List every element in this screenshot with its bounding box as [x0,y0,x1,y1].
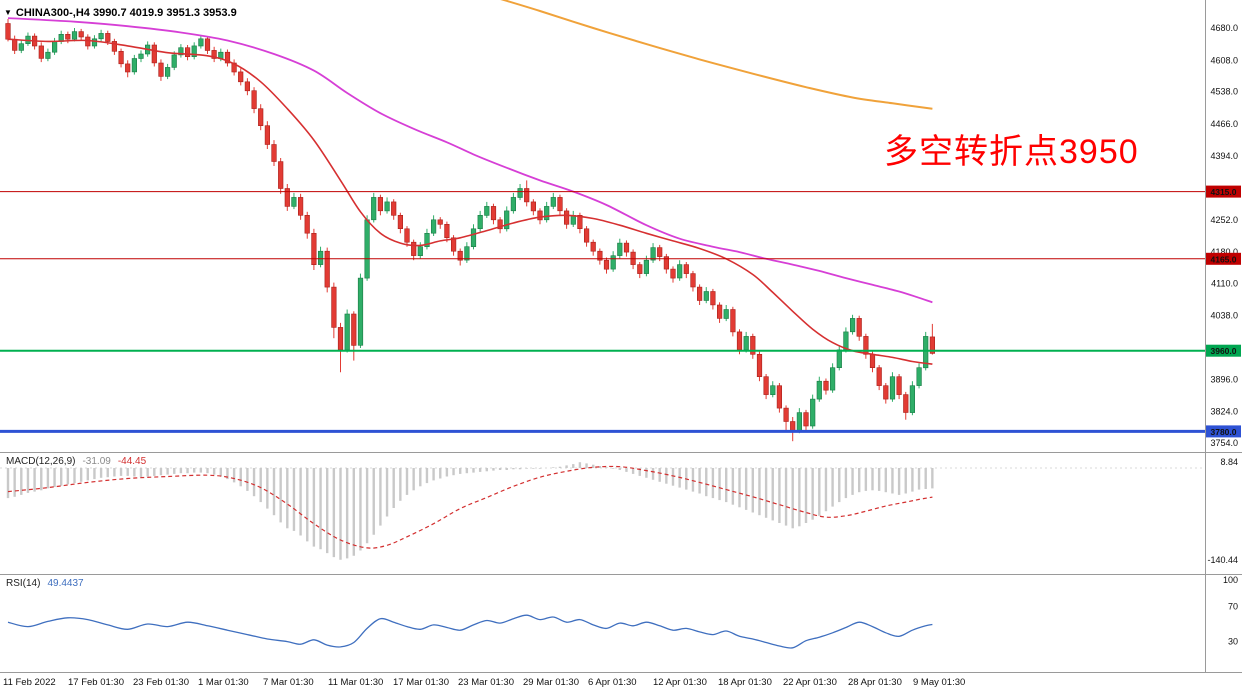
price-badge [1206,425,1241,438]
x-axis-label: 7 Mar 01:30 [263,677,314,688]
ma-slow-magenta-line [7,17,933,304]
symbol-ohlc-label: ▼ CHINA300-,H4 3990.7 4019.9 3951.3 3953.… [4,7,237,19]
x-axis-label: 9 May 01:30 [913,677,965,688]
moving-averages-layer [7,0,933,365]
y-axis-tick: 3754.0 [1210,438,1238,448]
price-axis[interactable]: 4680.0 4608.0 4538.0 4466.0 4394.0 4252.0 4180… [1206,23,1241,448]
rsi-value: 49.4437 [47,578,84,589]
macd-scale-min: -140.44 [1207,555,1238,565]
x-axis-label: 1 Mar 01:30 [198,677,249,688]
x-axis-label: 6 Apr 01:30 [588,677,637,688]
ma-fast-red-line [7,38,933,365]
y-axis-tick: 4180.0 [1210,247,1238,257]
x-axis-label: 11 Mar 01:30 [328,677,383,688]
y-axis-tick: 3824.0 [1210,407,1238,417]
ma-long-orange-line [500,0,933,110]
x-axis-label: 17 Mar 01:30 [393,677,449,688]
time-axis[interactable]: 11 Feb 2022 17 Feb 01:30 23 Feb 01:30 1 Mar… [3,677,965,688]
macd-scale-max: 8.84 [1220,457,1238,467]
ohlc-values: 3990.7 4019.9 3951.3 3953.9 [92,7,237,19]
price-badge-label: 4165.0 [1211,254,1237,264]
x-axis-label: 23 Feb 01:30 [133,677,189,688]
rsi-name: RSI(14) [6,578,41,589]
macd-main-value: -31.09 [82,456,111,467]
y-axis-tick: 4110.0 [1211,278,1238,288]
symbol-name: CHINA300-,H4 [15,7,90,19]
y-axis-tick: 4038.0 [1210,311,1238,321]
rsi-scale-label: 30 [1228,637,1238,647]
x-axis-label: 22 Apr 01:30 [783,677,837,688]
y-axis-tick: 4252.0 [1210,215,1238,225]
price-badge [1206,252,1241,265]
rsi-panel [7,614,933,649]
macd-name: MACD(12,26,9) [6,456,76,467]
rsi-indicator-label: RSI(14) 49.4437 [6,578,84,589]
macd-signal-line [7,465,933,549]
macd-signal-value: -44.45 [117,456,147,467]
price-badge [1206,344,1241,357]
macd-indicator-label: MACD(12,26,9) -31.09 -44.45 [6,456,146,467]
x-axis-label: 29 Mar 01:30 [523,677,579,688]
x-axis-label: 28 Apr 01:30 [848,677,902,688]
x-axis-label: 17 Feb 01:30 [68,677,124,688]
price-badge [1206,185,1241,198]
x-axis-label: 18 Apr 01:30 [718,677,772,688]
annotation-text[interactable]: 多空转折点3950 [884,133,1139,171]
macd-panel [0,462,1205,560]
y-axis-tick: 4394.0 [1210,151,1238,161]
price-badge-label: 4315.0 [1211,187,1237,197]
rsi-scale-label: 100 [1223,575,1238,585]
rsi-line [7,614,933,649]
y-axis-tick: 4680.0 [1210,23,1238,33]
rsi-scale-label: 70 [1228,601,1238,611]
x-axis-label: 12 Apr 01:30 [653,677,707,688]
price-badge-label: 3780.0 [1211,427,1237,437]
x-axis-label: 23 Mar 01:30 [458,677,514,688]
collapse-triangle-icon[interactable]: ▼ [4,8,12,17]
x-axis-label: 11 Feb 2022 [3,677,56,688]
y-axis-tick: 4466.0 [1210,119,1238,129]
price-badge-label: 3960.0 [1211,346,1237,356]
y-axis-tick: 4608.0 [1210,55,1238,65]
y-axis-tick: 3896.0 [1210,374,1238,384]
y-axis-tick: 4538.0 [1210,87,1238,97]
candles-layer [5,19,935,442]
